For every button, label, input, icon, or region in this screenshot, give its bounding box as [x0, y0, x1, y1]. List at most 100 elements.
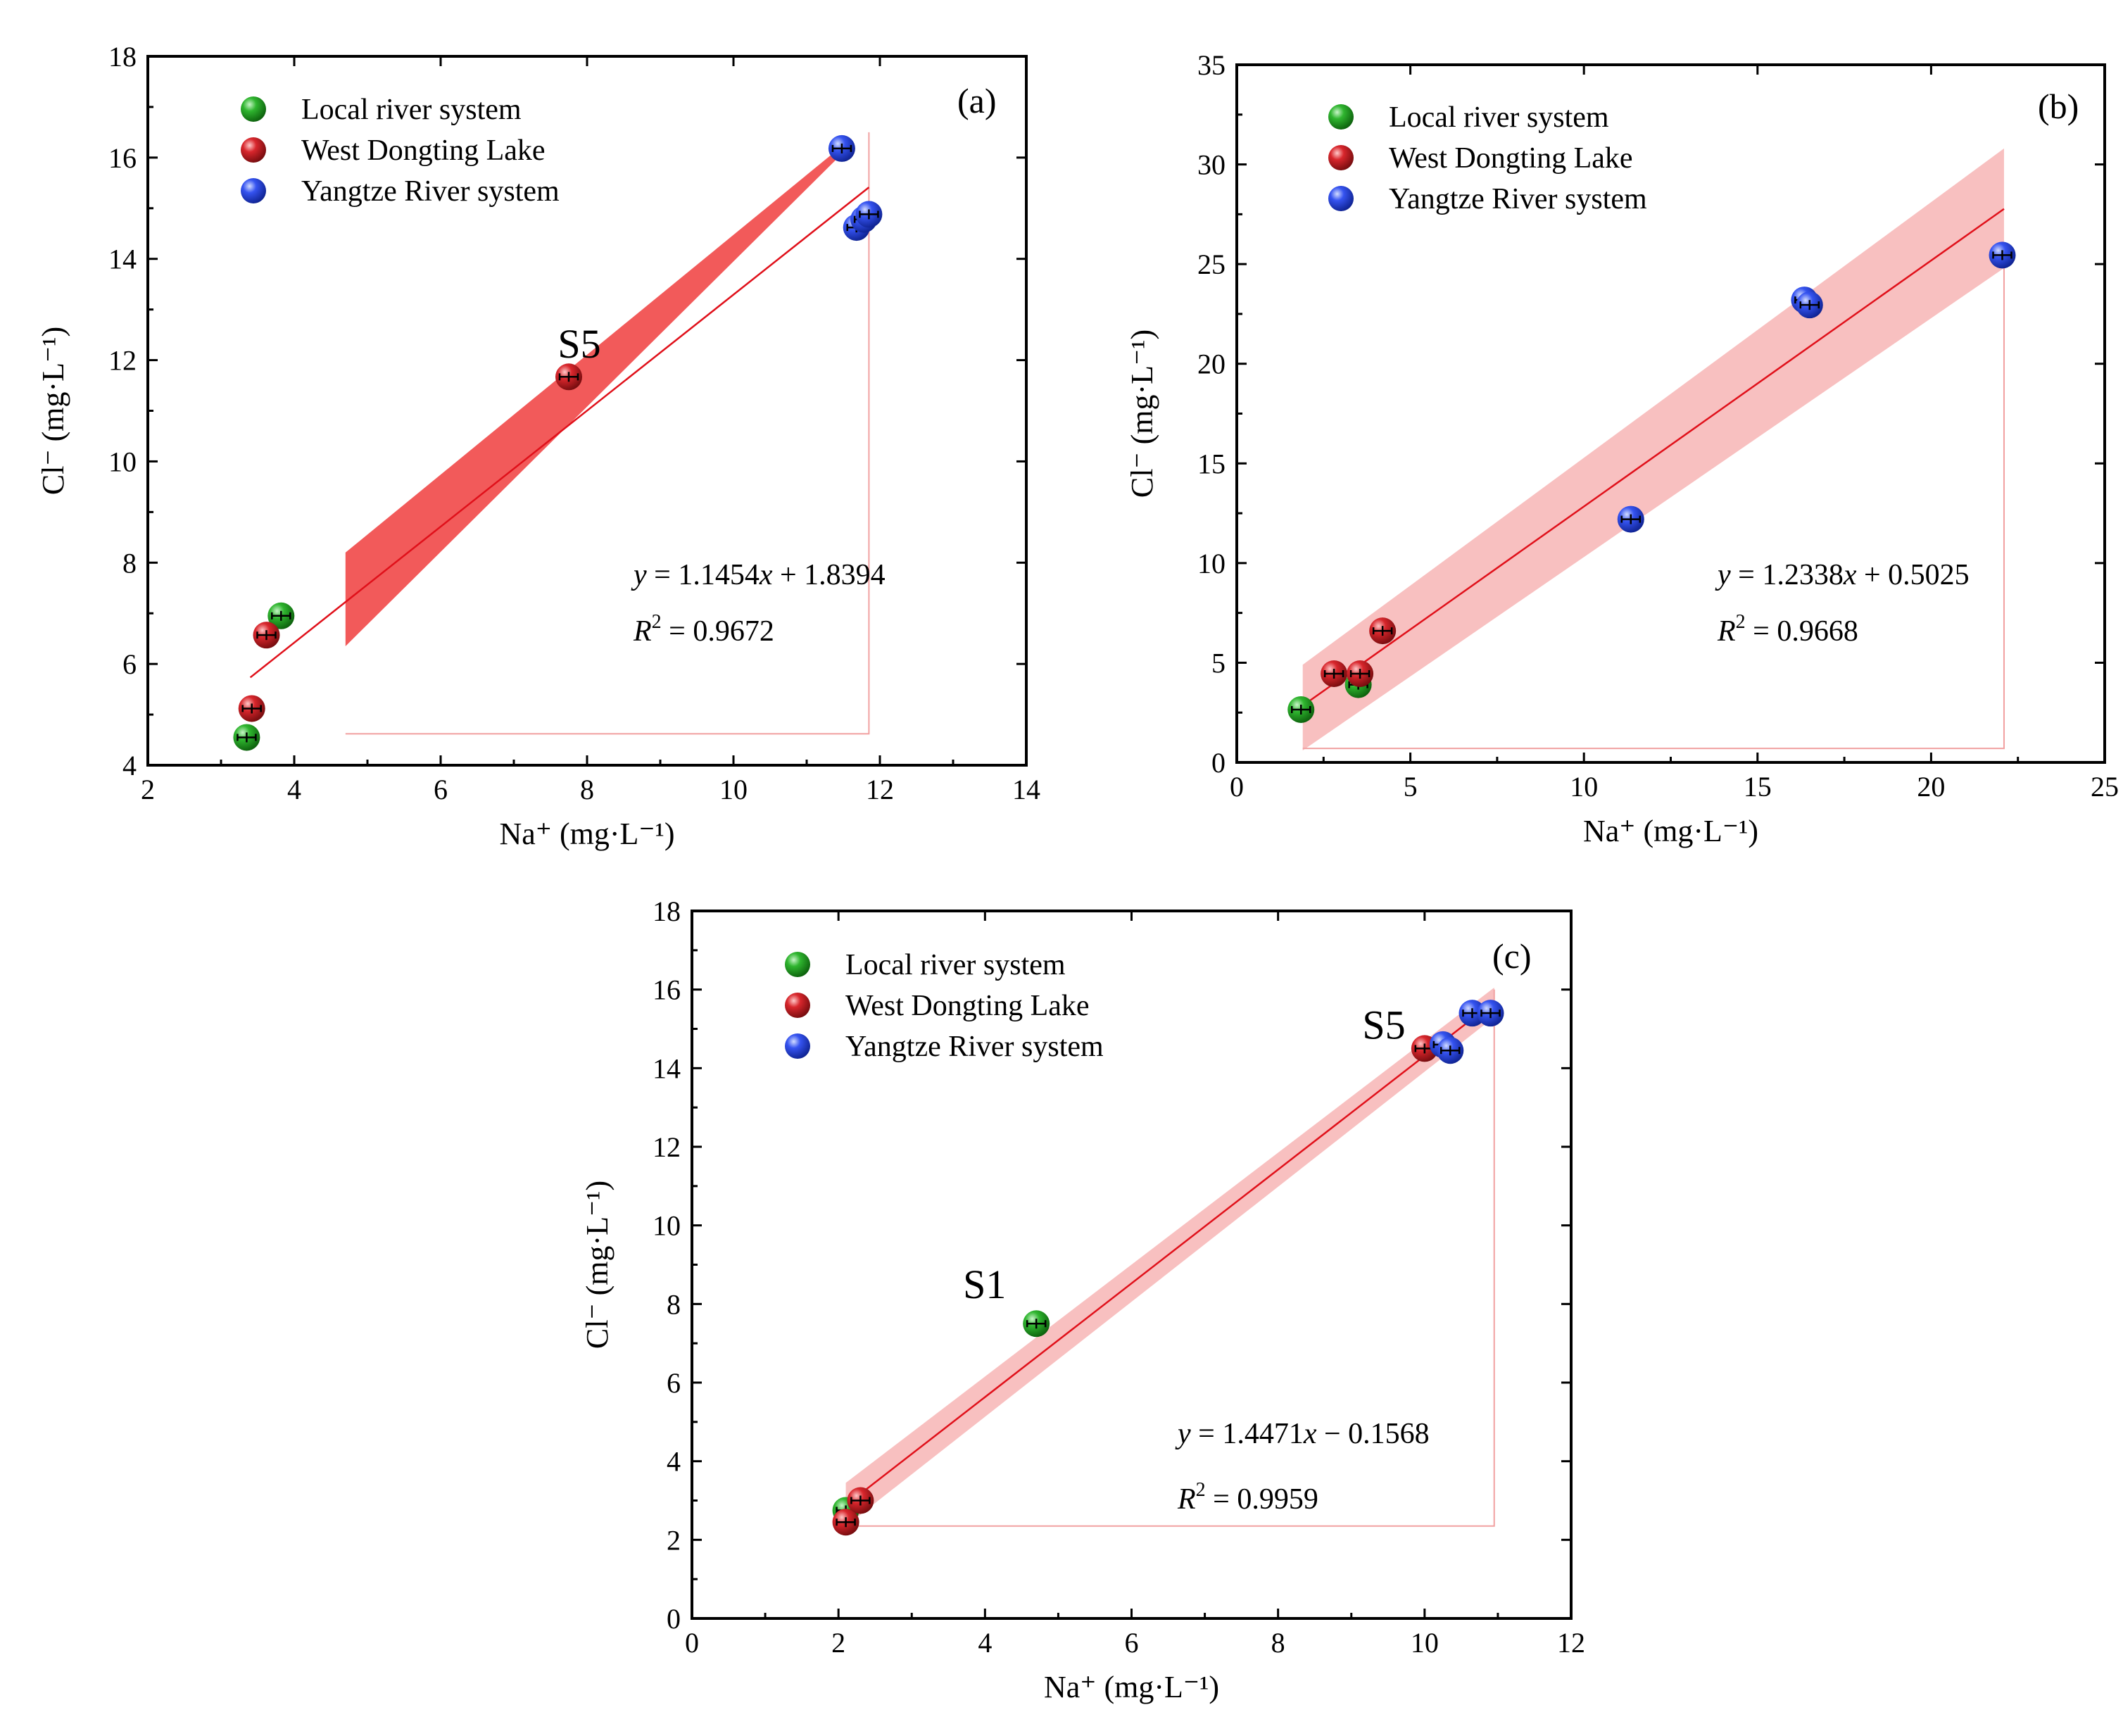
legend-label-local: Local river system — [1389, 101, 1609, 134]
x-tick-label: 4 — [287, 774, 301, 805]
y-tick-label: 35 — [1197, 49, 1226, 81]
panel-b: 0 5 10 15 20 25 0 5 10 15 20 25 30 35 Na⁺ (mg·L⁻¹) Cl⁻ … — [1125, 49, 2119, 848]
r-squared-c: R2 = 0.9959 — [1177, 1479, 1318, 1516]
x-tick-label: 10 — [719, 774, 748, 805]
legend-label-local: Local river system — [845, 949, 1066, 981]
x-tick-label: 25 — [2091, 771, 2119, 803]
y-tick-label: 2 — [667, 1524, 681, 1556]
equation-c: y = 1.4471x − 0.1568 — [1175, 1418, 1430, 1450]
x-tick-label: 8 — [580, 774, 594, 805]
x-tick-label: 12 — [866, 774, 894, 805]
y-tick-label: 0 — [1211, 747, 1226, 779]
legend-label-west: West Dongting Lake — [1389, 142, 1633, 175]
data-point-yangtze — [855, 201, 883, 228]
data-point-west — [832, 1509, 859, 1536]
x-tick-label: 0 — [685, 1627, 699, 1659]
regression-line — [1302, 208, 2005, 707]
y-tick-label: 30 — [1197, 149, 1226, 181]
data-point-local — [1023, 1310, 1050, 1338]
x-tick-label: 5 — [1404, 771, 1418, 803]
data-point-local — [1287, 696, 1315, 723]
data-point-west — [1347, 660, 1374, 688]
x-axis-title: Na⁺ (mg·L⁻¹) — [1044, 1670, 1219, 1704]
x-tick-label: 0 — [1230, 771, 1244, 803]
y-tick-label: 4 — [667, 1446, 681, 1478]
legend-marker-yangtze — [1328, 186, 1354, 211]
y-tick-label: 0 — [667, 1603, 681, 1635]
regression-line — [249, 187, 870, 679]
legend-marker-local — [241, 96, 266, 122]
x-tick-label: 6 — [1125, 1627, 1139, 1659]
y-tick-label: 16 — [108, 142, 137, 174]
legend-label-yangtze: Yangtze River system — [845, 1031, 1104, 1063]
x-tick-label: 14 — [1012, 774, 1040, 805]
y-tick-label: 10 — [653, 1210, 681, 1242]
y-tick-label: 20 — [1197, 348, 1226, 380]
legend-marker-west — [1328, 145, 1354, 170]
data-point-yangtze — [1796, 291, 1823, 319]
data-point-west — [1369, 617, 1397, 645]
y-tick-label: 10 — [1197, 548, 1226, 579]
x-tick-label: 20 — [1917, 771, 1945, 803]
confidence-band — [345, 144, 843, 646]
legend-marker-local — [785, 952, 810, 977]
y-tick-label: 18 — [108, 41, 137, 73]
y-tick-label: 15 — [1197, 448, 1226, 479]
legend-label-local: Local river system — [301, 94, 522, 126]
panel-c: 0 2 4 6 8 10 12 0 2 4 6 8 10 12 14 16 18 Na⁺ (mg·L⁻¹) Cl⁻ … — [580, 895, 1585, 1704]
band-frame — [345, 132, 870, 735]
r-squared-a: R2 = 0.9672 — [633, 611, 774, 648]
y-tick-label: 6 — [122, 648, 137, 680]
band-frame — [845, 989, 1495, 1527]
y-tick-label: 8 — [667, 1288, 681, 1320]
x-tick-label: 12 — [1557, 1627, 1585, 1659]
data-point-west — [1321, 660, 1348, 688]
data-point-west — [238, 695, 265, 722]
band-frame — [1302, 252, 2005, 750]
y-tick-label: 14 — [653, 1052, 681, 1084]
legend-label-yangtze: Yangtze River system — [1389, 183, 1647, 215]
y-tick-label: 6 — [667, 1367, 681, 1399]
y-tick-label: 8 — [122, 547, 137, 579]
legend-a: Local river system West Dongting Lake Ya… — [241, 94, 560, 208]
data-point-yangtze — [828, 134, 855, 162]
y-tick-label: 12 — [108, 345, 137, 377]
legend-label-west: West Dongting Lake — [301, 134, 546, 167]
data-point-local — [267, 602, 295, 629]
data-point-west — [847, 1487, 874, 1514]
y-tick-label: 5 — [1211, 647, 1226, 679]
confidence-band — [845, 987, 1494, 1526]
y-axis-title: Cl⁻ (mg·L⁻¹) — [36, 327, 70, 495]
y-axis-title: Cl⁻ (mg·L⁻¹) — [580, 1181, 615, 1349]
y-tick-label: 16 — [653, 974, 681, 1006]
x-axis-title: Na⁺ (mg·L⁻¹) — [499, 817, 674, 851]
data-point-west — [253, 622, 280, 649]
data-point-yangtze — [1477, 1000, 1504, 1027]
equation-b: y = 1.2338x + 0.5025 — [1715, 559, 1970, 591]
equation-a: y = 1.1454x + 1.8394 — [631, 559, 886, 591]
sample-annotation: S5 — [1362, 1002, 1405, 1048]
legend-marker-yangtze — [785, 1033, 810, 1059]
y-tick-label: 10 — [108, 446, 137, 477]
panel-label-a: (a) — [957, 81, 997, 120]
x-tick-label: 6 — [434, 774, 448, 805]
legend-marker-west — [785, 993, 810, 1018]
y-tick-label: 4 — [122, 750, 137, 781]
confidence-band — [1302, 148, 2004, 751]
legend-b: Local river system West Dongting Lake Ya… — [1328, 101, 1647, 215]
r-squared-b: R2 = 0.9668 — [1717, 611, 1858, 648]
y-tick-label: 25 — [1197, 249, 1226, 280]
x-tick-label: 2 — [831, 1627, 845, 1659]
y-tick-label: 18 — [653, 895, 681, 927]
legend-marker-local — [1328, 104, 1354, 130]
panel-label-b: (b) — [2038, 87, 2079, 126]
x-tick-label: 2 — [141, 774, 155, 805]
x-tick-label: 15 — [1744, 771, 1772, 803]
data-point-yangtze — [1989, 241, 2016, 269]
panel-label-c: (c) — [1492, 936, 1532, 976]
regression-line — [845, 1001, 1495, 1507]
x-tick-label: 4 — [978, 1627, 992, 1659]
legend-label-west: West Dongting Lake — [845, 990, 1090, 1022]
